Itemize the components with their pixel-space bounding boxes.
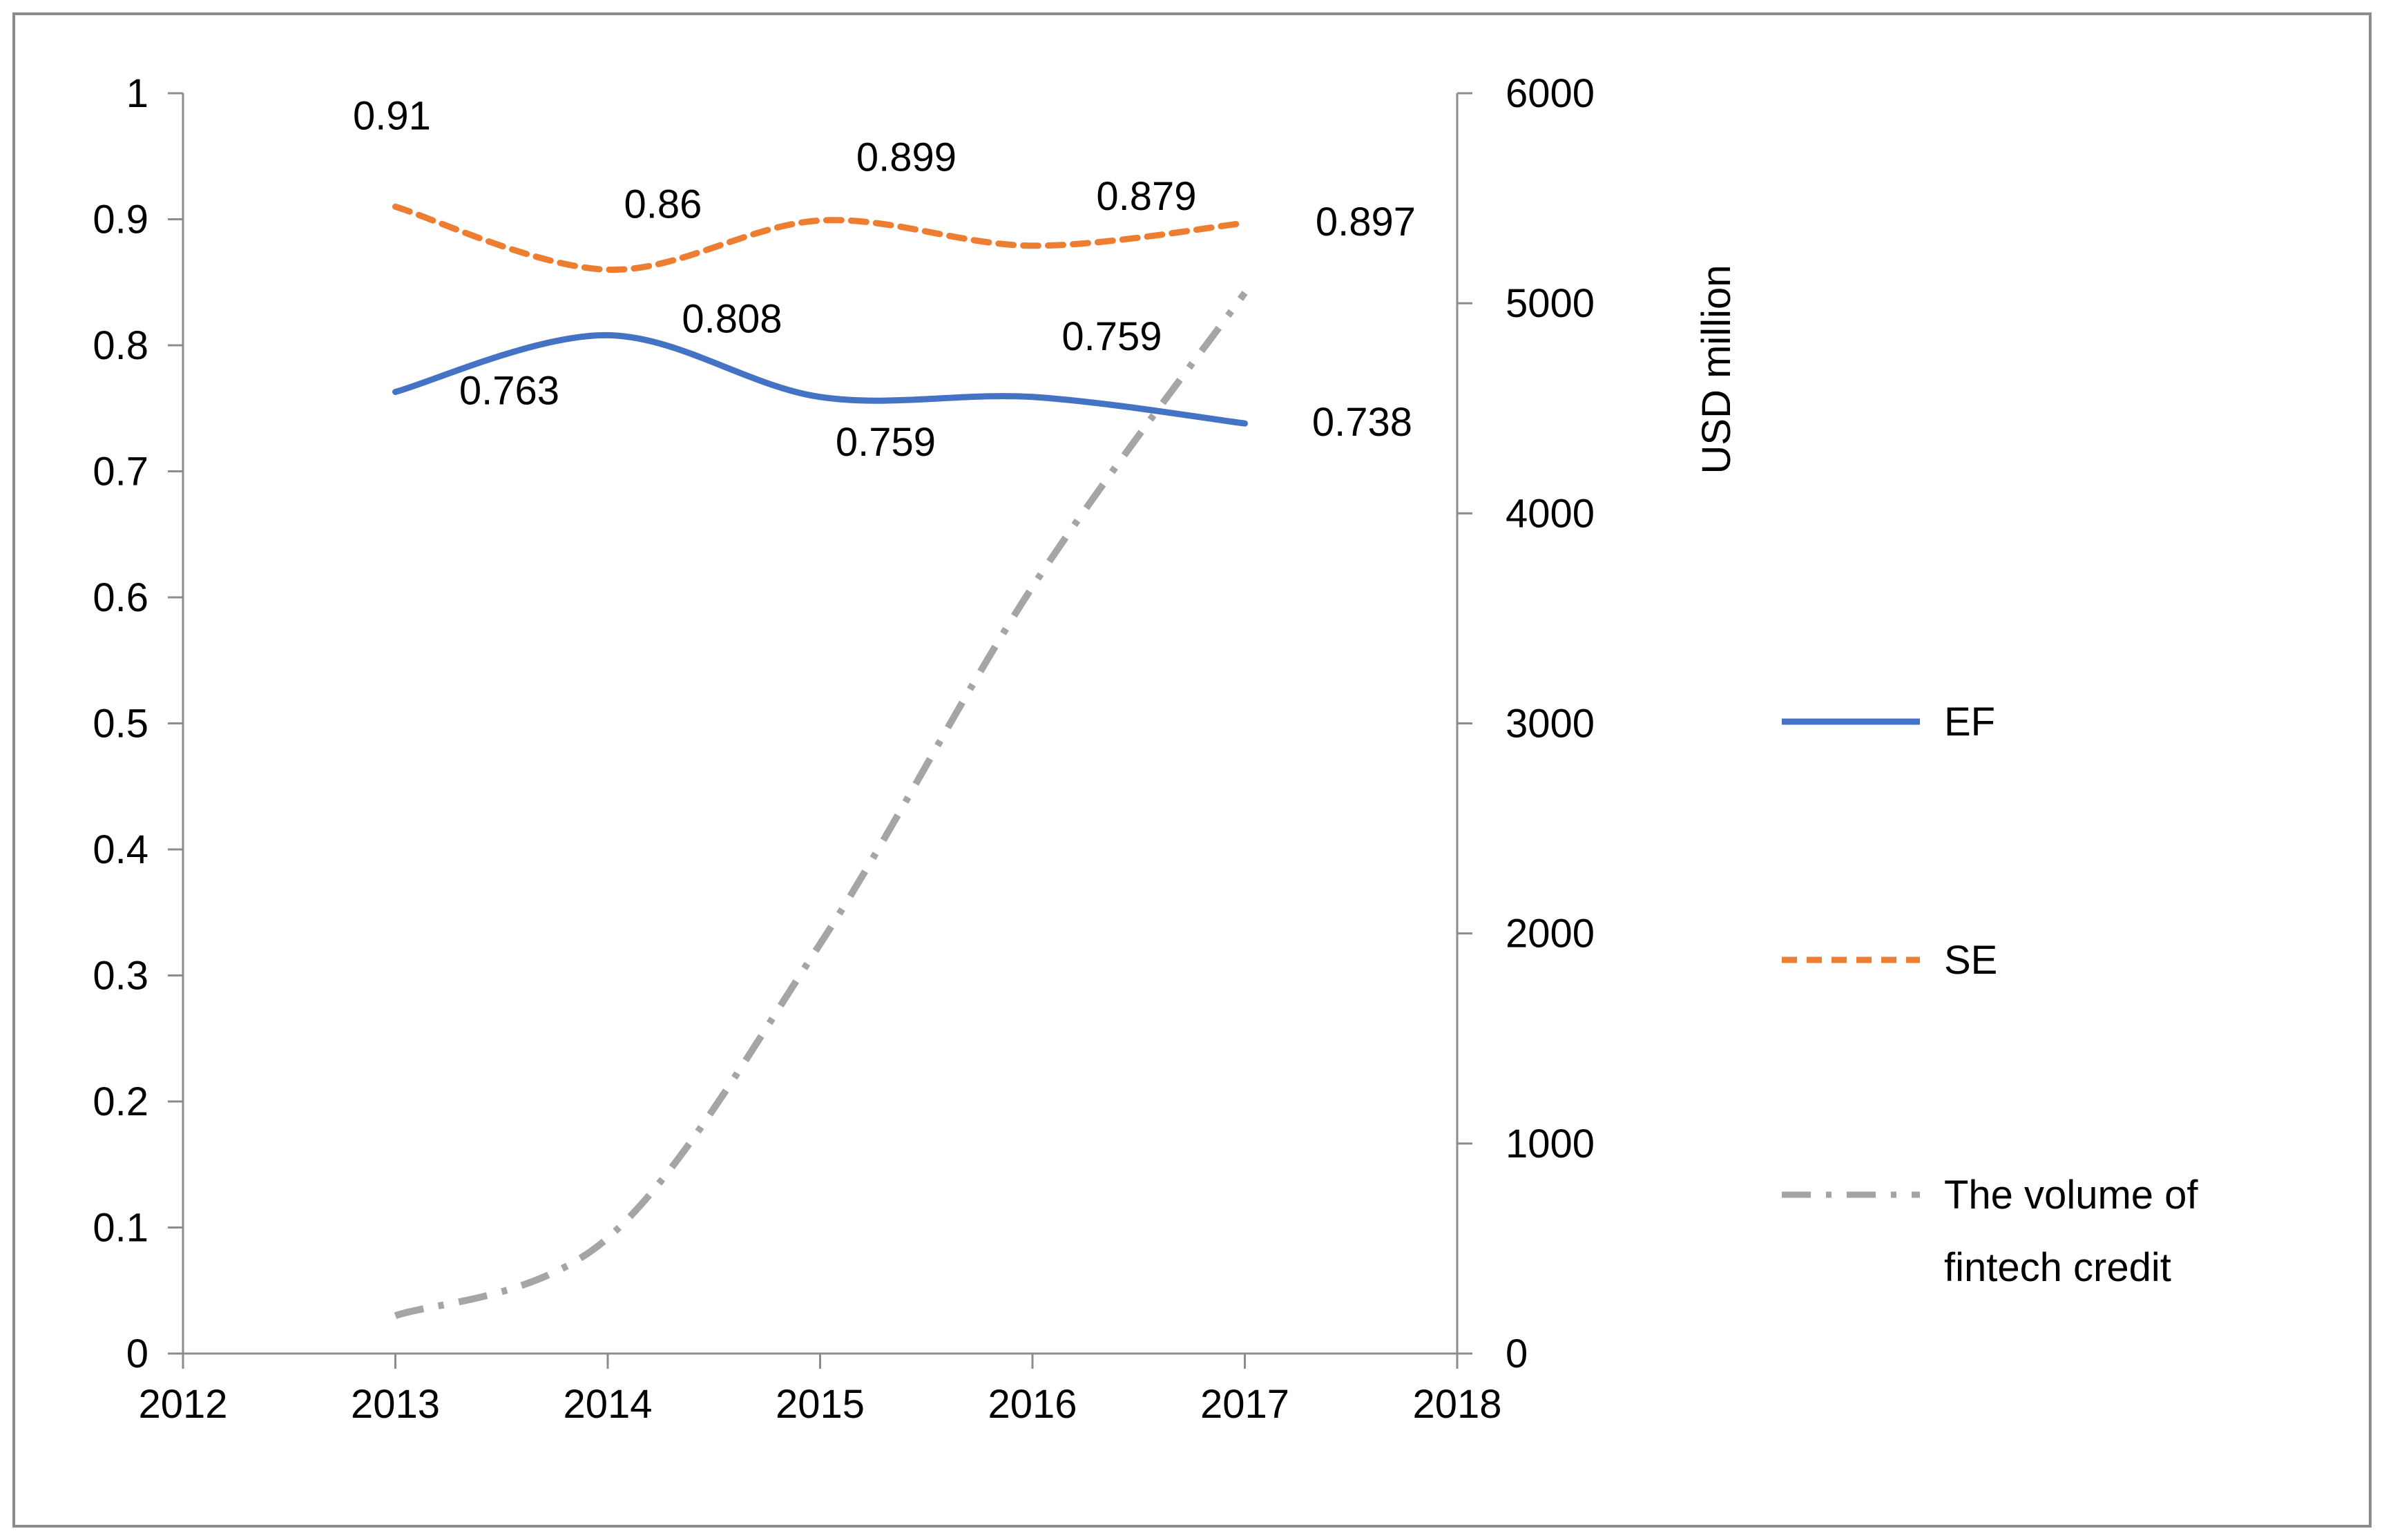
data-label-ef: 0.759 bbox=[836, 420, 936, 465]
legend: EF SE The volume of fintech credit bbox=[1782, 700, 2198, 1290]
data-label-se: 0.899 bbox=[856, 135, 957, 180]
x-tick-label: 2017 bbox=[1200, 1382, 1289, 1427]
chart-border bbox=[12, 12, 2372, 1528]
labels-layer: 0.763 0.808 0.759 0.759 0.738 0.91 0.86 0.899 0.… bbox=[353, 93, 1416, 465]
data-label-se: 0.879 bbox=[1096, 174, 1196, 219]
x-tick-label: 2018 bbox=[1412, 1382, 1501, 1427]
x-tick-label: 2012 bbox=[138, 1382, 227, 1427]
left-tick-label: 0 bbox=[126, 1331, 148, 1376]
left-tick-label: 0.6 bbox=[93, 575, 148, 620]
left-tick-label: 0.4 bbox=[93, 827, 148, 872]
x-tick-label: 2015 bbox=[776, 1382, 865, 1427]
right-tick-label: 3000 bbox=[1506, 702, 1595, 747]
series-line-the-volume-of-fintech-credit bbox=[394, 291, 1248, 1320]
data-label-se: 0.897 bbox=[1316, 200, 1416, 244]
ticks: 00.10.20.30.40.50.60.70.80.9101000200030… bbox=[93, 71, 1595, 1427]
right-tick-label: 6000 bbox=[1506, 71, 1595, 116]
legend-label-se: SE bbox=[1944, 938, 1997, 983]
x-tick-label: 2014 bbox=[563, 1382, 652, 1427]
left-tick-label: 1 bbox=[126, 71, 148, 116]
x-tick-label: 2013 bbox=[351, 1382, 440, 1427]
left-tick-label: 0.8 bbox=[93, 323, 148, 368]
data-label-ef: 0.808 bbox=[682, 296, 782, 341]
legend-label-the-volume-of-fintech-credit: fintech credit bbox=[1944, 1245, 2171, 1290]
data-label-ef: 0.759 bbox=[1061, 314, 1162, 359]
right-axis-title: USD million bbox=[1694, 265, 1739, 474]
data-label-se: 0.91 bbox=[353, 93, 431, 138]
left-tick-label: 0.1 bbox=[93, 1206, 148, 1251]
left-tick-label: 0.3 bbox=[93, 954, 148, 999]
series-layer bbox=[392, 203, 1248, 1320]
right-tick-label: 4000 bbox=[1506, 491, 1595, 536]
legend-label-ef: EF bbox=[1944, 700, 1995, 744]
right-tick-label: 5000 bbox=[1506, 281, 1595, 326]
left-tick-label: 0.5 bbox=[93, 702, 148, 747]
right-tick-label: 0 bbox=[1506, 1331, 1528, 1376]
right-tick-label: 1000 bbox=[1506, 1122, 1595, 1166]
x-tick-label: 2016 bbox=[988, 1382, 1077, 1427]
data-label-se: 0.86 bbox=[624, 182, 702, 227]
series-line-ef bbox=[392, 331, 1248, 427]
legend-label-the-volume-of-fintech-credit: The volume of bbox=[1944, 1173, 2198, 1217]
left-tick-label: 0.2 bbox=[93, 1079, 148, 1124]
series-line-se bbox=[392, 203, 1248, 273]
right-tick-label: 2000 bbox=[1506, 912, 1595, 956]
left-tick-label: 0.9 bbox=[93, 198, 148, 242]
data-label-ef: 0.763 bbox=[459, 369, 559, 414]
left-tick-label: 0.7 bbox=[93, 450, 148, 494]
data-label-ef: 0.738 bbox=[1312, 400, 1412, 445]
